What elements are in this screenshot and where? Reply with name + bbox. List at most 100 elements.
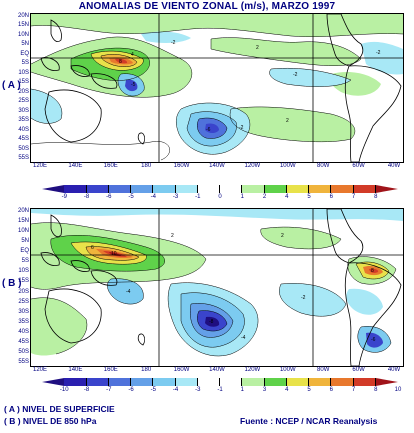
- panel-b-lon-label: 140W: [209, 367, 225, 373]
- panel-a-colorbar-swatch: [264, 185, 287, 193]
- panel-a-colorbar-labels: -9 -8 -6 -5 -4 -3 -1 0 1 2 4 5 6 7 8: [42, 194, 398, 203]
- panel-a-lon-label: 180: [141, 163, 152, 169]
- panel-b-colorbar-swatch: [375, 378, 398, 386]
- panel-b-tag: ( B ): [2, 278, 22, 289]
- panel-b-colorbar-tick-label: 6: [329, 387, 333, 393]
- panel-b-lat-label: 15S: [18, 278, 29, 285]
- panel-a-lat-label: 10N: [17, 31, 29, 38]
- panel-b-lat-label: 25S: [18, 298, 29, 305]
- panel-a-colorbar-tick-label: 4: [285, 194, 289, 200]
- legend-b: ( B ) NIVEL DE 850 hPa: [4, 416, 97, 426]
- svg-text:-2: -2: [171, 40, 176, 46]
- svg-text:-2: -2: [376, 50, 381, 56]
- panel-a-tag: ( A ): [2, 80, 21, 91]
- legend-a: ( A ) NIVEL DE SUPERFICIE: [4, 404, 115, 414]
- panel-b-lon-label: 100W: [279, 367, 296, 373]
- panel-a-lon-label: 140E: [68, 163, 83, 169]
- panel-a-colorbar-tick-label: 0: [218, 194, 222, 200]
- source-credit: Fuente : NCEP / NCAR Reanalysis: [240, 416, 378, 426]
- panel-b-colorbar-swatch: [242, 378, 265, 386]
- svg-text:4: 4: [131, 52, 134, 58]
- panel-b-colorbar-tick-label: -7: [106, 387, 112, 393]
- panel-b-lat-label: 35S: [18, 318, 29, 325]
- panel-a-lat-label: 55S: [18, 155, 29, 161]
- panel-b-colorbar-swatch: [153, 378, 176, 386]
- svg-text:2: 2: [286, 118, 289, 124]
- panel-b-colorbar-tick-label: -3: [195, 387, 201, 393]
- panel-a-colorbar-swatch: [331, 185, 354, 193]
- panel-b-colorbar-swatch: [331, 378, 354, 386]
- panel-b-colorbar-tick-label: -4: [172, 387, 179, 393]
- panel-b-colorbar-tick-label: 4: [285, 387, 289, 393]
- panel-a-colorbar-swatch: [131, 185, 154, 193]
- svg-text:-4: -4: [241, 335, 246, 341]
- panel-b-colorbar: [42, 378, 398, 386]
- panel-a-colorbar-swatch: [108, 185, 131, 193]
- panel-b-colorbar-swatch: [220, 378, 243, 386]
- panel-b-colorbar-swatch: [309, 378, 332, 386]
- panel-a-lon-label: 100W: [279, 163, 296, 169]
- svg-text:-5: -5: [131, 82, 136, 88]
- panel-b-colorbar-tick-label: 5: [307, 387, 311, 393]
- panel-b-colorbar-swatch: [86, 378, 109, 386]
- panel-b-lat-label: 20N: [17, 208, 29, 214]
- panel-a-colorbar-tick-label: -9: [61, 194, 67, 200]
- panel-a-colorbar-tick-label: 8: [374, 194, 378, 200]
- panel-b-colorbar-tick-label: 8: [374, 387, 378, 393]
- panel-b-lon-label: 160W: [173, 367, 190, 373]
- panel-b-lon-label: 120E: [32, 367, 48, 373]
- panel-b-lon-label: 60W: [352, 367, 365, 373]
- svg-text:2: 2: [171, 233, 174, 239]
- panel-a-colorbar-swatch: [197, 185, 220, 193]
- panel-a-lon-label: 120E: [32, 163, 48, 169]
- panel-a-lat-axis: 20N 15N 10N 5N EQ 5S 10S 15S 20S 25S 30S 35S 40S 45S 5…: [17, 13, 30, 163]
- panel-b-colorbar-swatch: [108, 378, 131, 386]
- panel-b-lon-label: 140E: [68, 367, 83, 373]
- panel-a-lat-label: EQ: [20, 50, 29, 57]
- svg-text:2: 2: [281, 233, 284, 239]
- panel-b-lat-label: 5S: [21, 258, 29, 265]
- panel-a-colorbar-tick-label: -4: [150, 194, 156, 200]
- panel-a-colorbar-swatch: [242, 185, 265, 193]
- panel-a-lat-label: 35S: [18, 117, 29, 124]
- panel-b-colorbar-tick-label: -10: [59, 387, 69, 393]
- panel-a-colorbar-swatch: [86, 185, 109, 193]
- panel-b-colorbar-swatch: [131, 378, 154, 386]
- panel-a-lat-label: 15N: [17, 22, 29, 29]
- svg-text:-6: -6: [371, 337, 376, 343]
- panel-a-lon-label: 40W: [387, 163, 401, 169]
- panel-a-colorbar-tick-label: 1: [240, 194, 244, 200]
- svg-text:-2: -2: [301, 295, 306, 301]
- panel-b-lat-label: 45S: [18, 338, 29, 345]
- panel-a-lat-label: 30S: [18, 107, 29, 114]
- panel-a-colorbar: [42, 185, 398, 193]
- panel-b-lon-label: 80W: [317, 367, 330, 373]
- panel-a-lat-label: 20S: [18, 88, 29, 95]
- panel-a-lat-label: 5S: [21, 60, 29, 67]
- svg-text:8: 8: [371, 268, 374, 274]
- panel-b-lon-label: 160E: [103, 367, 118, 373]
- panel-b-lon-label: 180: [141, 367, 152, 373]
- panel-a-colorbar-swatch: [375, 185, 398, 193]
- panel-a-lat-label: 10S: [18, 69, 29, 76]
- panel-b-colorbar-labels: -10 -8 -7 -6 -5 -4 -3 -1 1 3 4 5 6 7 8 10: [42, 387, 401, 396]
- panel-b-lat-label: 30S: [18, 308, 29, 315]
- panel-a-lat-label: 40S: [18, 126, 29, 133]
- panel-b-field: 10 6 2 -8 -4 8 -2 -6 -4 2: [31, 209, 403, 366]
- panel-a-colorbar-swatch: [286, 185, 309, 193]
- panel-a-lat-label: 20N: [17, 13, 29, 19]
- panel-a-colorbar-tick-label: -6: [106, 194, 112, 200]
- panel-b-lat-label: 10S: [18, 268, 29, 275]
- panel-a-lon-label: 160W: [173, 163, 190, 169]
- panel-b-colorbar-tick-label: -8: [83, 387, 90, 393]
- panel-b-lon-label: 40W: [387, 367, 401, 373]
- panel-a-colorbar-swatch: [220, 185, 243, 193]
- panel-a-colorbar-tick-label: 6: [329, 194, 333, 200]
- panel-b-colorbar-tick-label: -5: [150, 387, 156, 393]
- panel-a-lon-label: 80W: [317, 163, 330, 169]
- panel-b-colorbar-swatch: [64, 378, 87, 386]
- panel-a-lat-label: 45S: [18, 136, 29, 143]
- panel-b-lat-label: 5N: [21, 238, 29, 245]
- panel-b-lat-label: 20S: [18, 288, 29, 295]
- panel-b-lat-label: 40S: [18, 328, 29, 335]
